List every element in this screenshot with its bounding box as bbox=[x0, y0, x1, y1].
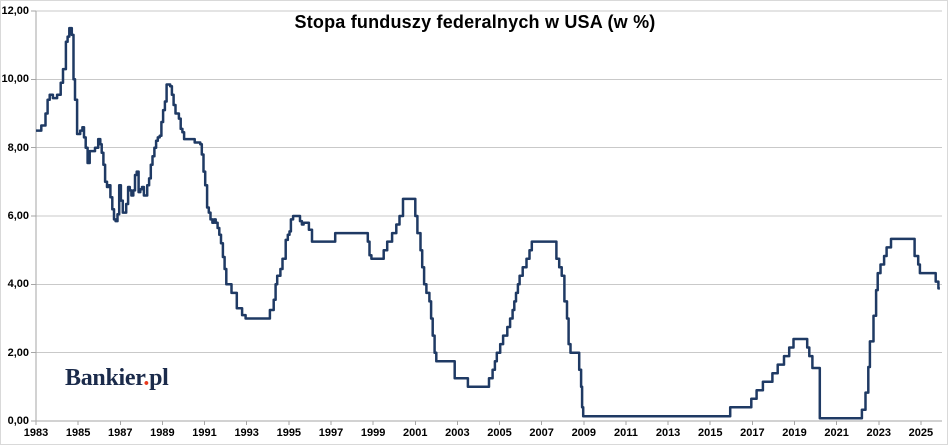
x-tick-label: 2021 bbox=[824, 427, 849, 439]
x-tick-label: 1993 bbox=[234, 427, 259, 439]
x-tick-label: 1987 bbox=[108, 427, 133, 439]
x-tick-label: 1999 bbox=[360, 427, 386, 439]
x-tick-label: 2019 bbox=[782, 427, 807, 439]
x-tick-label: 2001 bbox=[403, 427, 428, 439]
x-tick-label: 1995 bbox=[276, 427, 302, 439]
x-tick-label: 2009 bbox=[571, 427, 597, 439]
x-tick-label: 1997 bbox=[318, 427, 344, 439]
x-tick-label: 2007 bbox=[529, 427, 554, 439]
x-tick-label: 2003 bbox=[445, 427, 470, 439]
x-tick-label: 2017 bbox=[740, 427, 765, 439]
y-tick-label: 4,00 bbox=[7, 278, 29, 291]
logo-text-suffix: pl bbox=[149, 365, 169, 391]
x-tick-label: 1991 bbox=[192, 427, 217, 439]
y-tick-label: 0,00 bbox=[7, 415, 29, 427]
y-tick-label: 8,00 bbox=[7, 141, 29, 154]
chart-title: Stopa funduszy federalnych w USA (w %) bbox=[294, 12, 656, 32]
x-tick-label: 1983 bbox=[23, 427, 49, 439]
x-tick-label: 1985 bbox=[65, 427, 91, 439]
x-tick-label: 1989 bbox=[150, 427, 175, 439]
y-tick-label: 2,00 bbox=[7, 346, 29, 359]
bankier-logo: Bankier.pl bbox=[65, 365, 169, 392]
x-tick-label: 2015 bbox=[697, 427, 723, 439]
x-tick-label: 2013 bbox=[655, 427, 681, 439]
x-tick-label: 2011 bbox=[614, 427, 638, 439]
x-tick-label: 2023 bbox=[866, 427, 892, 439]
x-tick-label: 2005 bbox=[487, 427, 512, 439]
y-tick-label: 6,00 bbox=[7, 210, 29, 222]
y-tick-label: 12,00 bbox=[1, 5, 29, 17]
y-tick-label: 10,00 bbox=[1, 73, 29, 86]
logo-dot: . bbox=[143, 365, 150, 391]
x-tick-label: 2025 bbox=[908, 427, 934, 439]
logo-text-main: Bankier bbox=[65, 365, 144, 391]
